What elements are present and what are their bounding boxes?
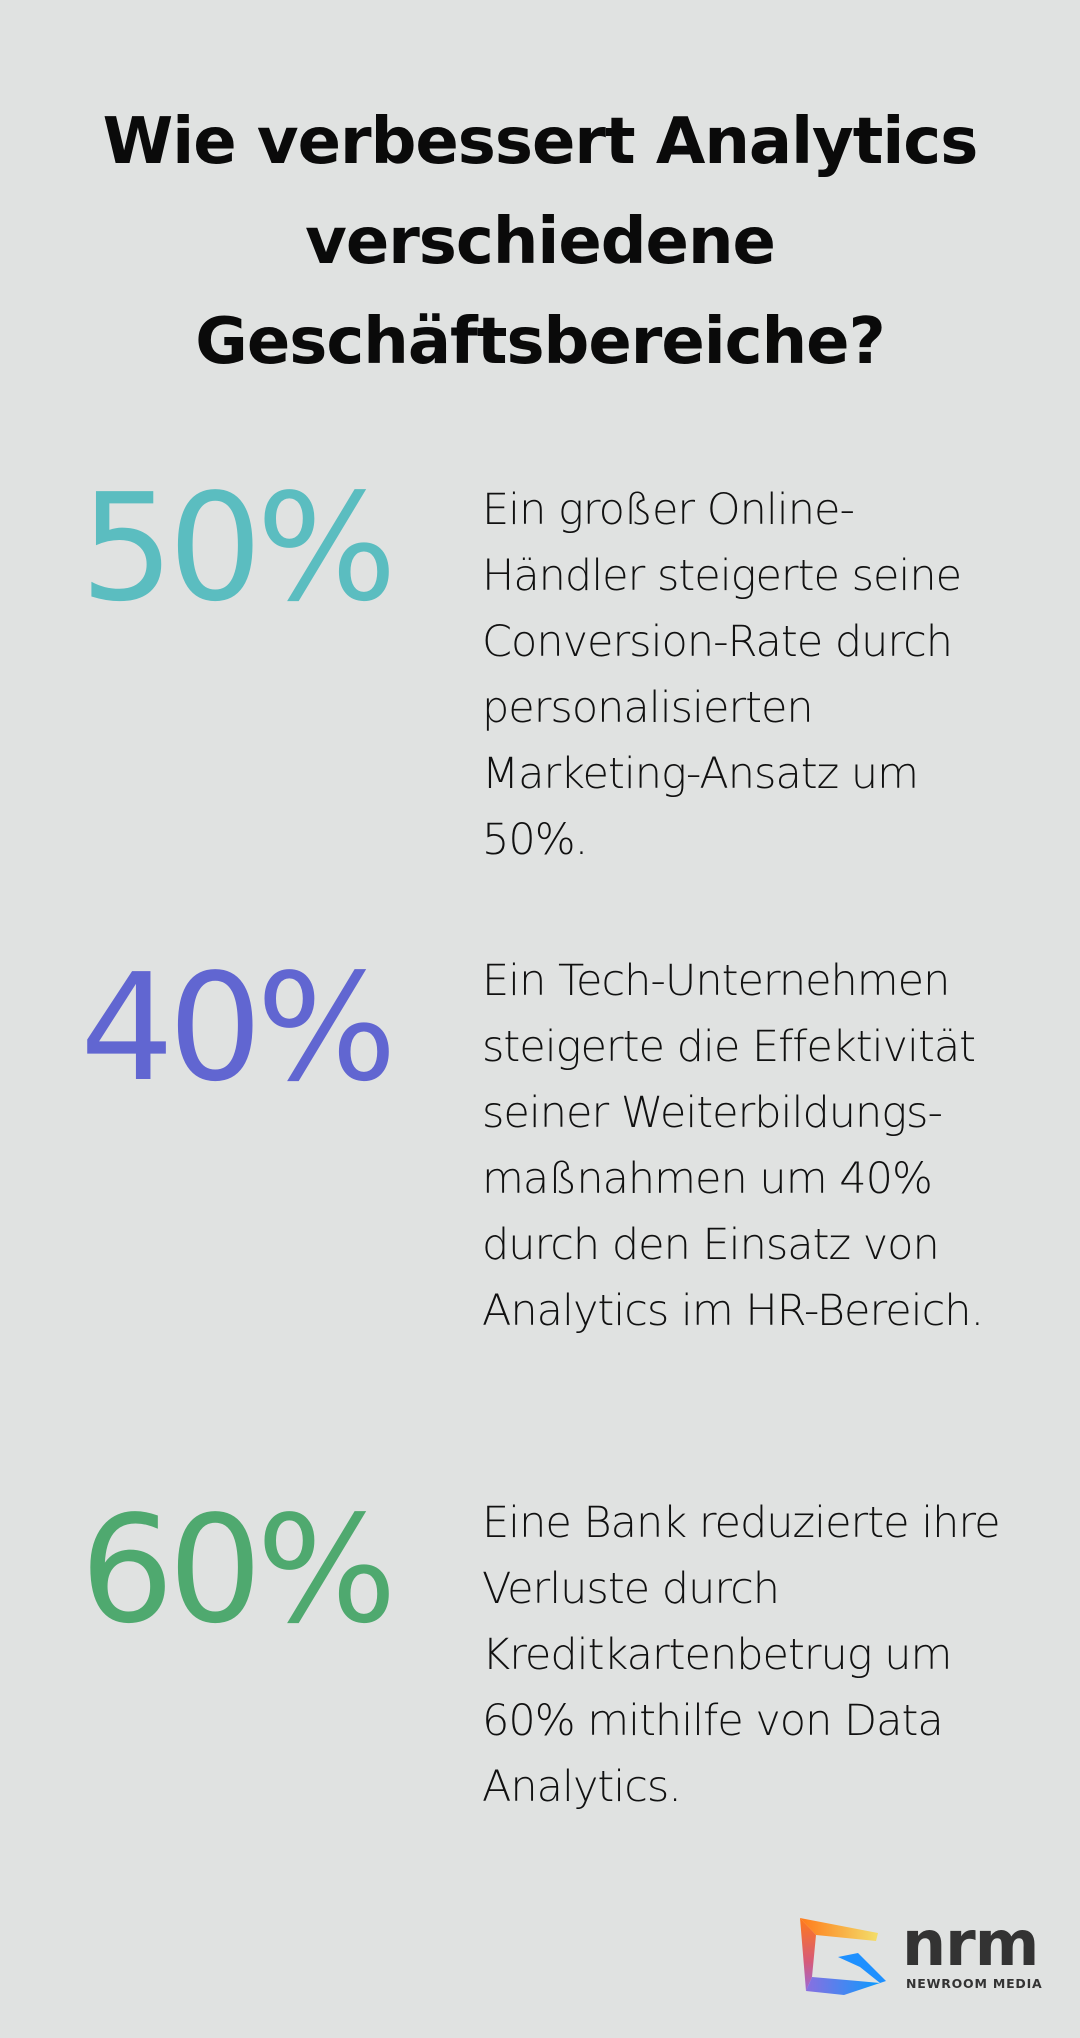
stat-value: 60% [80,1484,397,1656]
stat-value: 40% [80,942,397,1114]
page-title: Wie verbessert Analytics verschiedene Ge… [102,105,979,379]
nrm-logo-icon [800,1918,886,1995]
stat-value: 50% [80,462,397,634]
brand-logo: nrm NEWROOM MEDIA [798,1907,1048,2005]
brand-name: nrm [902,1907,1039,1980]
stat-description: Ein Tech-Unternehmen steigerte die Effek… [482,956,984,1336]
brand-subtitle: NEWROOM MEDIA [906,1976,1043,1991]
stat-description: Eine Bank reduzierte ihre Verluste durch… [482,1498,1001,1812]
stat-description: Ein großer Online-Händler steigerte sein… [482,485,962,865]
